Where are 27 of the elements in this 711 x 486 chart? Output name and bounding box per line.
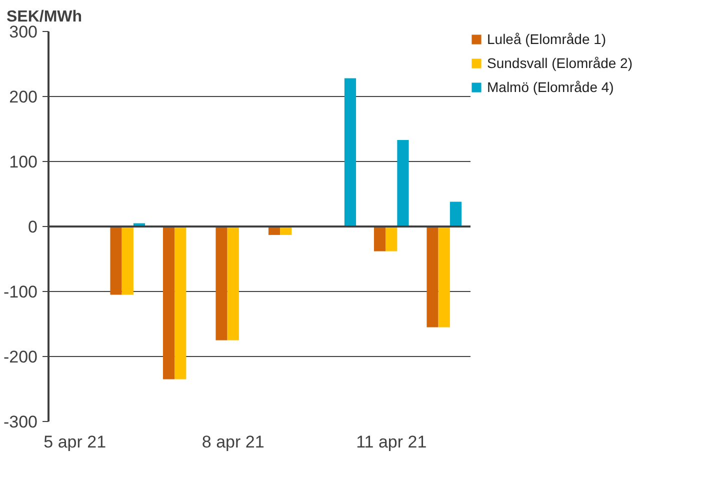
bar bbox=[374, 226, 386, 252]
y-tick-label: 0 bbox=[28, 218, 38, 236]
legend-label: Luleå (Elområde 1) bbox=[487, 31, 606, 47]
y-tick-label: 100 bbox=[9, 152, 38, 172]
bar bbox=[426, 226, 438, 328]
bar bbox=[386, 226, 398, 252]
bar bbox=[110, 226, 122, 295]
bar bbox=[227, 226, 239, 340]
bar bbox=[122, 226, 134, 295]
bar bbox=[438, 226, 450, 328]
bar bbox=[216, 226, 228, 340]
x-tick-label: 8 apr 21 bbox=[202, 432, 264, 452]
bar bbox=[397, 140, 409, 226]
bar bbox=[162, 226, 175, 380]
y-tick-label: 200 bbox=[9, 88, 38, 106]
y-tick-label: -300 bbox=[3, 412, 38, 432]
bar bbox=[344, 78, 356, 226]
bar bbox=[174, 226, 186, 380]
y-tick-label: 300 bbox=[9, 22, 38, 42]
bar bbox=[450, 202, 462, 226]
y-tick-label: -100 bbox=[3, 282, 38, 302]
y-tick-label: -200 bbox=[3, 348, 38, 366]
legend-label: Sundsvall (Elområde 2) bbox=[487, 55, 633, 71]
x-tick-label: 11 apr 21 bbox=[356, 432, 427, 452]
y-axis-title: SEK/MWh bbox=[6, 8, 82, 26]
x-tick-label: 5 apr 21 bbox=[44, 432, 106, 452]
legend-label: Malmö (Elområde 4) bbox=[487, 79, 614, 95]
